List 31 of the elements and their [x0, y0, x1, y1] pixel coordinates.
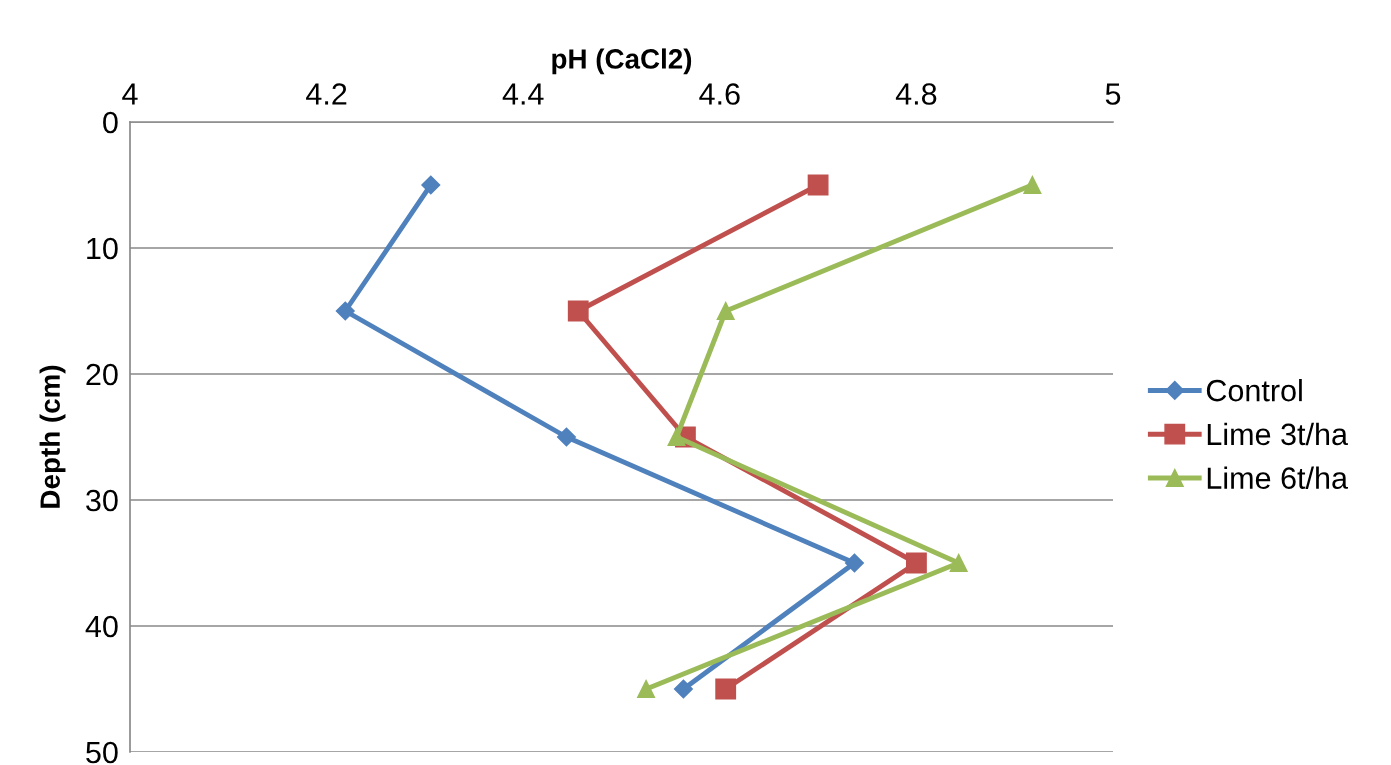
y-tick-label: 50	[86, 741, 118, 764]
point	[716, 301, 735, 321]
legend-label: Control	[1206, 379, 1302, 402]
y-tick-label: 0	[103, 111, 118, 134]
point	[807, 174, 829, 196]
y-tick-label: 10	[87, 237, 118, 260]
point	[637, 679, 656, 699]
point	[421, 175, 441, 195]
point	[667, 427, 686, 447]
x-tick-label: 4.6	[699, 83, 740, 105]
y-tick-label: 40	[85, 615, 118, 638]
point	[715, 678, 737, 700]
point	[673, 679, 693, 699]
x-tick-label: 4.8	[895, 83, 937, 105]
legend-label: Lime 3t/ha	[1207, 422, 1349, 446]
y-tick-label: 20	[86, 363, 118, 386]
x-tick-label: 4.2	[306, 83, 347, 105]
x-tick-label: 4	[122, 83, 138, 105]
legend-label: Lime 6t/ha	[1207, 466, 1349, 489]
x-tick-label: 4.4	[502, 83, 544, 105]
point	[335, 301, 355, 321]
x-axis-title: pH (CaCl2)	[552, 48, 692, 75]
y-tick-label: 30	[86, 489, 118, 512]
point	[949, 553, 968, 573]
point	[1023, 175, 1042, 195]
point	[844, 553, 865, 573]
point	[905, 552, 927, 574]
x-tick-label: 5	[1105, 83, 1121, 105]
y-axis-title: Depth (cm)	[39, 365, 66, 508]
point	[556, 427, 576, 447]
point	[567, 300, 589, 322]
